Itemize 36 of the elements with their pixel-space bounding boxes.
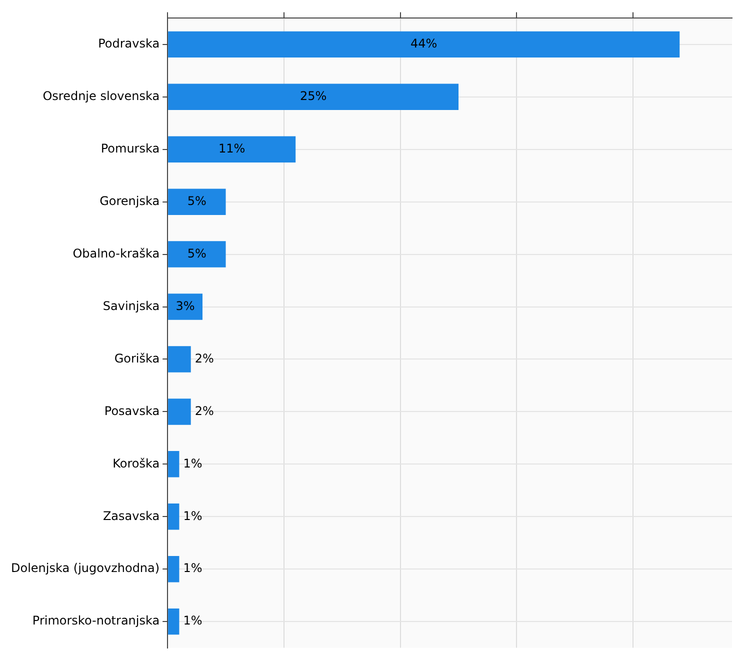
bar [168,136,296,162]
data-label: 5% [187,194,206,208]
y-tick-label: Gorenjska [100,194,160,208]
bar [168,294,202,320]
bar [168,556,180,582]
bar [168,608,180,635]
y-tick-label: Posavska [104,404,160,418]
data-label: 1% [183,561,202,576]
bar [168,84,459,110]
y-tick-label: Pomurska [100,141,160,156]
bar [168,451,180,478]
bar [168,31,680,58]
data-label: 11% [218,141,246,156]
y-tick-label: Podravska [98,36,160,51]
y-tick-label: Zasavska [102,508,160,523]
data-label: 44% [410,36,438,51]
bar [168,504,180,530]
bar [168,398,191,425]
data-label: 3% [176,298,195,313]
data-label: 2% [194,404,214,418]
y-tick-label: Primorsko-notranjska [32,614,160,628]
data-label: 5% [187,246,206,260]
y-tick-label: Koroška [112,456,160,470]
y-tick-label: Dolenjska (jugovzhodna) [10,561,160,576]
bar [168,188,226,215]
bar [168,346,191,372]
data-label: 2% [194,351,214,366]
data-label: 1% [183,614,202,628]
y-tick-label: Osrednje slovenska [42,89,160,104]
y-tick-label: Obalno-kraška [72,246,160,260]
y-tick-label: Savinjska [102,298,160,313]
data-label: 1% [183,456,202,470]
y-tick-label: Goriška [114,351,160,366]
data-label: 25% [300,89,327,104]
data-label: 1% [183,508,202,523]
bar [168,241,226,268]
